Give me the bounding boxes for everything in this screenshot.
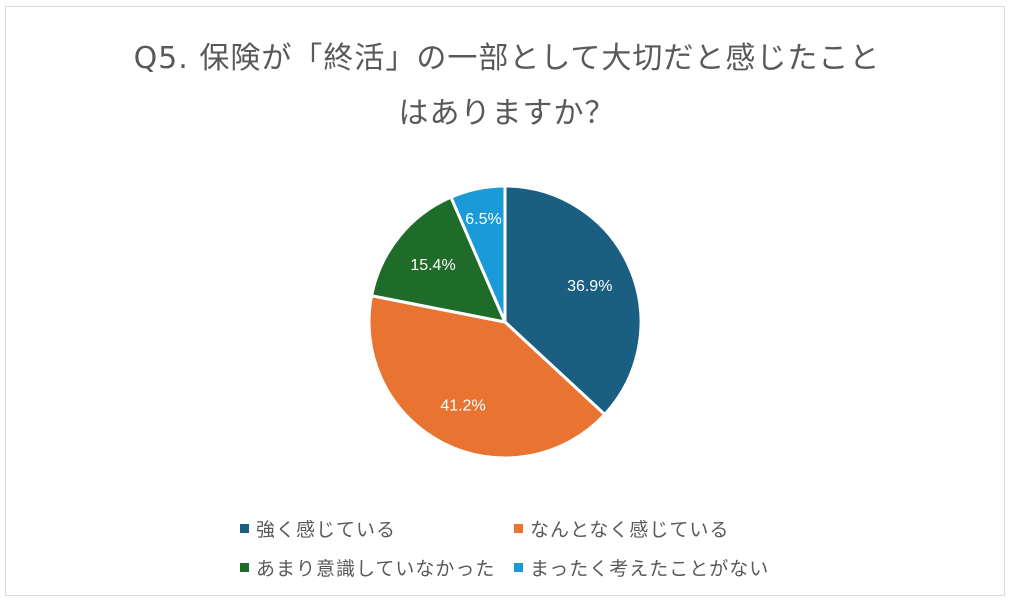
slice-somewhat: [367, 293, 607, 460]
data-label: 36.9%: [567, 278, 612, 295]
slice-strongly: [503, 184, 643, 417]
slice-never: [449, 184, 507, 323]
data-label: 15.4%: [410, 257, 455, 274]
legend-item-never: まったく考えたことがない: [514, 554, 769, 581]
legend-swatch-icon: [514, 524, 523, 533]
legend-swatch-icon: [240, 524, 249, 533]
chart-title-line1: Q5. 保険が「終活」の一部として大切だと感じたこと: [133, 41, 881, 76]
legend-label: まったく考えたことがない: [530, 558, 770, 580]
legend-item-strongly: 強く感じている: [240, 515, 396, 542]
legend-label: 強く感じている: [256, 519, 397, 541]
legend-label: あまり意識していなかった: [256, 558, 496, 580]
data-label: 6.5%: [465, 211, 501, 228]
chart-title-line2: はありますか？: [398, 96, 616, 131]
legend-swatch-icon: [240, 563, 249, 572]
data-label: 41.2%: [440, 397, 485, 414]
slice-not-much: [369, 195, 508, 325]
legend-item-somewhat: なんとなく感じている: [514, 515, 729, 542]
legend-label: なんとなく感じている: [530, 519, 730, 541]
legend-item-not-much: あまり意識していなかった: [240, 554, 495, 581]
legend-swatch-icon: [514, 563, 523, 572]
